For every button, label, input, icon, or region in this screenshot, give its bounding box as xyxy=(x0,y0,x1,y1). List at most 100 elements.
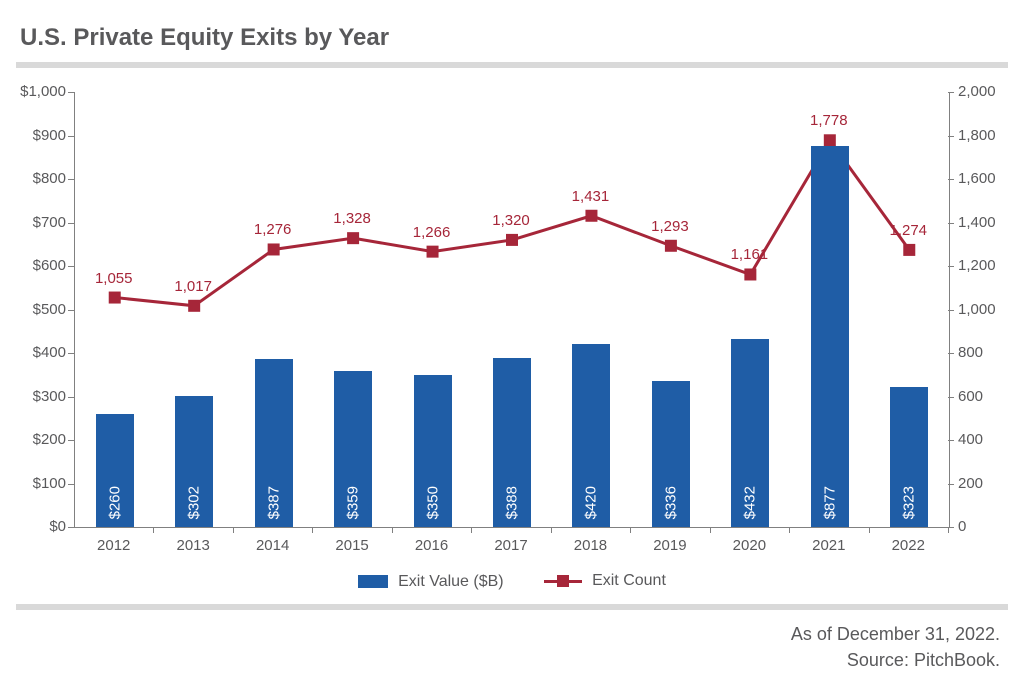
y-left-label: $400 xyxy=(6,344,66,361)
y-right-tick xyxy=(948,179,954,180)
line-marker xyxy=(347,232,359,244)
y-right-label: 200 xyxy=(958,475,1008,492)
x-category-label: 2020 xyxy=(733,537,766,554)
bar-value-label: $432 xyxy=(742,486,759,519)
legend-line-label: Exit Count xyxy=(592,572,666,590)
line-value-label: 1,161 xyxy=(731,246,769,263)
plot-area: $260 $302 $387 $359 $350 $388 $420 $336 $432 $877… xyxy=(74,92,950,528)
x-tick xyxy=(153,527,154,533)
legend-item-line: Exit Count xyxy=(544,572,666,590)
bar-value-label: $302 xyxy=(186,486,203,519)
y-right-tick xyxy=(948,310,954,311)
y-left-tick xyxy=(68,484,74,485)
y-right-tick xyxy=(948,92,954,93)
line-value-label: 1,431 xyxy=(572,188,610,205)
bar: $387 xyxy=(255,359,293,527)
y-right-tick xyxy=(948,266,954,267)
y-left-tick xyxy=(68,92,74,93)
line-marker xyxy=(824,134,836,146)
x-category-label: 2012 xyxy=(97,537,130,554)
x-category-label: 2013 xyxy=(176,537,209,554)
y-right-label: 1,600 xyxy=(958,170,1008,187)
line-marker xyxy=(427,246,439,258)
line-value-label: 1,266 xyxy=(413,224,451,241)
line-value-label: 1,017 xyxy=(174,278,212,295)
chart-container: U.S. Private Equity Exits by Year $260$3… xyxy=(0,0,1024,697)
bar-value-label: $387 xyxy=(265,486,282,519)
y-left-tick xyxy=(68,179,74,180)
bar-value-label: $420 xyxy=(583,486,600,519)
x-category-label: 2017 xyxy=(494,537,527,554)
bar: $359 xyxy=(334,371,372,527)
bar-value-label: $359 xyxy=(345,486,362,519)
bar: $388 xyxy=(493,358,531,527)
x-tick xyxy=(869,527,870,533)
line-value-label: 1,055 xyxy=(95,270,133,287)
legend-item-bar: Exit Value ($B) xyxy=(358,573,504,591)
bar: $336 xyxy=(652,381,690,527)
bar-value-label: $350 xyxy=(424,486,441,519)
y-left-tick xyxy=(68,397,74,398)
line-value-label: 1,276 xyxy=(254,221,292,238)
y-right-tick xyxy=(948,353,954,354)
line-marker xyxy=(268,243,280,255)
y-left-label: $900 xyxy=(6,127,66,144)
x-tick xyxy=(789,527,790,533)
bar: $260 xyxy=(96,414,134,527)
legend-bar-label: Exit Value ($B) xyxy=(398,573,504,591)
line-marker xyxy=(109,292,121,304)
bar: $350 xyxy=(414,375,452,527)
line-value-label: 1,293 xyxy=(651,218,689,235)
line-marker xyxy=(903,244,915,256)
y-right-label: 2,000 xyxy=(958,83,1008,100)
bar: $432 xyxy=(731,339,769,527)
y-right-label: 600 xyxy=(958,388,1008,405)
x-tick xyxy=(312,527,313,533)
bar-value-label: $260 xyxy=(106,486,123,519)
bar-value-label: $388 xyxy=(504,486,521,519)
x-tick xyxy=(471,527,472,533)
bar-value-label: $877 xyxy=(821,486,838,519)
y-right-tick xyxy=(948,440,954,441)
legend-line-swatch xyxy=(544,574,582,588)
y-left-label: $300 xyxy=(6,388,66,405)
line-value-label: 1,328 xyxy=(333,210,371,227)
y-right-label: 1,800 xyxy=(958,127,1008,144)
legend-bar-swatch xyxy=(358,575,388,588)
y-left-tick xyxy=(68,440,74,441)
x-tick xyxy=(551,527,552,533)
x-category-label: 2021 xyxy=(812,537,845,554)
y-left-label: $500 xyxy=(6,301,66,318)
y-left-label: $200 xyxy=(6,431,66,448)
y-left-label: $0 xyxy=(6,518,66,535)
y-right-label: 0 xyxy=(958,518,1008,535)
line-value-label: 1,778 xyxy=(810,112,848,129)
bar: $877 xyxy=(811,146,849,527)
x-category-label: 2018 xyxy=(574,537,607,554)
line-marker xyxy=(665,240,677,252)
top-divider xyxy=(16,62,1008,68)
y-left-label: $800 xyxy=(6,170,66,187)
y-left-label: $100 xyxy=(6,475,66,492)
x-tick xyxy=(948,527,949,533)
line-marker xyxy=(188,300,200,312)
y-left-tick xyxy=(68,266,74,267)
footer-date: As of December 31, 2022. xyxy=(16,624,1000,645)
x-category-label: 2019 xyxy=(653,537,686,554)
bar: $302 xyxy=(175,396,213,527)
y-left-tick xyxy=(68,310,74,311)
y-right-tick xyxy=(948,484,954,485)
x-tick xyxy=(233,527,234,533)
bar-value-label: $323 xyxy=(901,486,918,519)
y-right-label: 800 xyxy=(958,344,1008,361)
x-category-label: 2015 xyxy=(335,537,368,554)
y-right-tick xyxy=(948,397,954,398)
y-left-tick xyxy=(68,527,74,528)
x-category-label: 2014 xyxy=(256,537,289,554)
y-left-label: $600 xyxy=(6,257,66,274)
y-right-label: 400 xyxy=(958,431,1008,448)
y-right-tick xyxy=(948,223,954,224)
line-marker xyxy=(585,210,597,222)
line-marker xyxy=(506,234,518,246)
y-left-tick xyxy=(68,353,74,354)
